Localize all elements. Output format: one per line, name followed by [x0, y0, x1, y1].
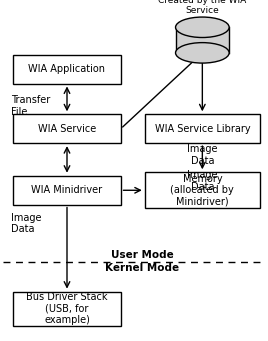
- Text: Transfer File
Created by the WIA
Service: Transfer File Created by the WIA Service: [158, 0, 247, 15]
- Text: Image
Data: Image Data: [187, 170, 218, 192]
- Bar: [13, 176, 121, 205]
- Text: Transfer
File: Transfer File: [11, 95, 50, 117]
- Text: Kernel Mode: Kernel Mode: [105, 263, 179, 273]
- Bar: [13, 114, 121, 143]
- Text: WIA Service Library: WIA Service Library: [155, 124, 250, 134]
- Bar: [13, 292, 121, 326]
- Text: User Mode: User Mode: [111, 250, 173, 260]
- Bar: [176, 27, 229, 53]
- Text: Bus Driver Stack
(USB, for
example): Bus Driver Stack (USB, for example): [26, 292, 108, 325]
- Text: WIA Minidriver: WIA Minidriver: [31, 185, 103, 195]
- Text: Image
Data: Image Data: [187, 144, 218, 166]
- Bar: [145, 114, 260, 143]
- Ellipse shape: [176, 17, 229, 38]
- Ellipse shape: [176, 43, 229, 63]
- Text: WIA Service: WIA Service: [38, 124, 96, 134]
- Bar: [145, 172, 260, 208]
- Text: Memory
(allocated by
Minidriver): Memory (allocated by Minidriver): [170, 174, 234, 207]
- Bar: [13, 55, 121, 84]
- Text: Image
Data: Image Data: [11, 212, 42, 234]
- Text: WIA Application: WIA Application: [28, 64, 106, 74]
